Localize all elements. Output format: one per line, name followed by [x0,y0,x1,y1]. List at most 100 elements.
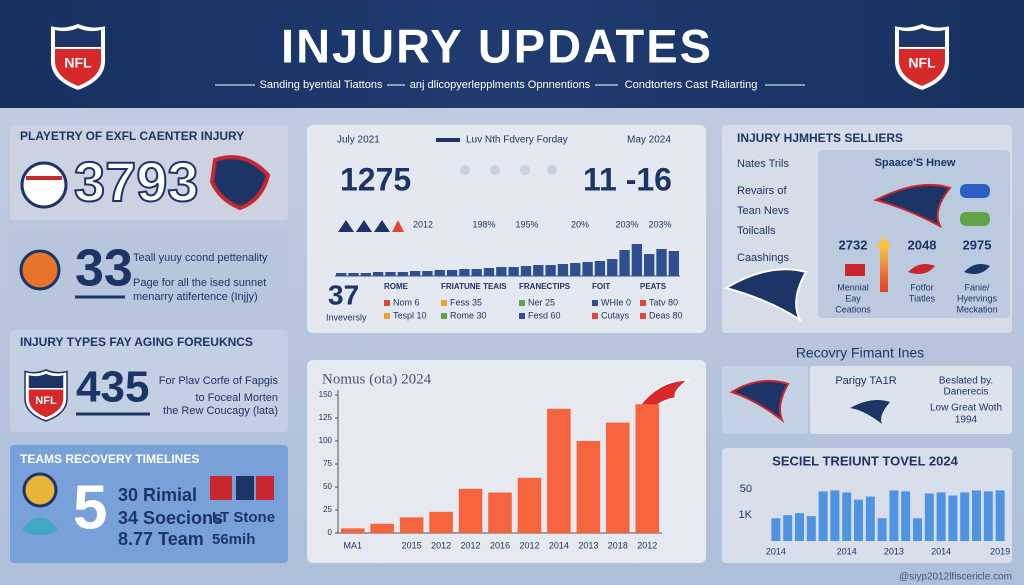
bar [913,518,922,541]
x-tick-label: 2015 [402,540,422,550]
panel-text: 56mih [212,531,255,548]
trend-label: 198% [472,219,495,229]
team-logo [850,400,890,424]
card-text: Beslated by. [939,376,993,387]
list-item: Revairs of [737,185,787,197]
team-logo [960,184,990,198]
bar [983,491,993,541]
arrow-bar [880,246,888,292]
column-head: FRIATUNE TEAIS [441,282,507,291]
column-row: Ner 25 [528,297,555,307]
legend-square [384,300,390,306]
x-tick-label: 2014 [931,546,951,556]
big-stat: 37 [328,279,359,310]
y-tick-label: 75 [323,459,332,468]
triangle-icon [392,220,404,232]
bar [783,515,793,541]
card-text: 1994 [955,415,978,426]
legend-label: Luv Nth Fdvery Forday [466,135,568,146]
stat-label: Eay [845,293,861,303]
team-logo [209,155,271,211]
panel-title: PLAYETRY OF EXFL CAENTER INJURY [20,129,244,143]
bar [385,272,396,276]
stat-label: Hyervings [957,293,998,303]
bar [901,491,911,541]
bar [936,492,946,541]
panel-text: 8.77 Team [118,529,204,549]
bar [372,272,384,276]
legend-square [441,300,447,306]
x-tick-label: 2012 [461,540,481,550]
trend-label: 203% [615,219,638,229]
bar [806,516,816,541]
x-tick-label: 2012 [431,540,451,550]
logo-text: NFL [64,55,92,71]
bar [924,493,934,541]
list-item: Nates Trils [737,158,789,170]
column-row: Nom 6 [393,297,420,307]
panel-text: 34 Soecions [118,508,223,528]
x-tick-label: 2016 [490,540,510,550]
bar [360,273,371,276]
team-logo [236,476,254,500]
card-text: Parigy TA1R [835,375,896,387]
bar [830,490,840,541]
column-row: Cutays [601,310,630,320]
team-logo [960,212,990,226]
card-text: Danerecis [943,387,988,398]
legend-square [592,313,598,319]
stat-label: Inveversly [326,312,367,322]
big-stat: 5 [73,473,107,542]
stat-label: Fanie/ [964,282,990,292]
logo-text: NFL [35,395,57,407]
triangle-icons [338,220,390,232]
list-item: Tean Nevs [737,205,789,217]
bar [594,261,606,276]
panel-text: LT Stone [212,509,275,526]
panel-text: to Foceal Morten [195,392,278,404]
date-label: July 2021 [337,135,380,146]
bar [533,265,544,276]
bar [336,273,347,276]
bar [795,513,804,541]
chart-title: SECIEL TREIUNT TOVEL 2024 [772,453,958,468]
stat-label: Ceations [835,304,871,314]
y-tick-label: 1K [739,509,753,521]
x-tick-label: MA1 [343,540,362,550]
bar [771,518,781,541]
bar [576,441,601,533]
legend-square [384,313,390,319]
x-tick-label: 2012 [519,540,539,550]
subtitle: Condtorters Cast Raliarting [625,79,758,91]
stat-label: Tiatles [909,293,936,303]
logo-text: NFL [908,55,936,71]
team-logo [964,264,990,274]
subtitle: Sanding byential Tiattons [260,79,383,91]
bar [995,490,1005,541]
column-row: Fesd 60 [528,310,561,320]
page-title: INJURY UPDATES [281,19,713,72]
bar [545,265,556,276]
bar [656,249,667,276]
x-tick-label: 2012 [637,540,657,550]
y-tick-label: 0 [328,528,333,537]
helmet-icon [19,249,61,291]
bar [842,492,852,541]
stat-value: 2732 [839,237,868,252]
x-tick-label: 2014 [766,546,786,556]
bar [434,270,445,276]
big-stat: 435 [76,363,149,412]
bar [348,273,359,276]
bar [517,477,542,533]
bar [570,263,581,276]
bar [422,271,433,276]
bar [446,270,458,276]
big-stat: 3793 [74,150,199,213]
team-logo [873,183,952,229]
bar [520,266,532,276]
bar [370,523,394,533]
y-tick-label: 125 [319,413,333,422]
subtitle: anj dlicopyerlepplments Opnnentions [410,79,591,91]
bar [483,268,495,276]
panel-text: menarry atifertence (Injjy) [133,291,258,303]
